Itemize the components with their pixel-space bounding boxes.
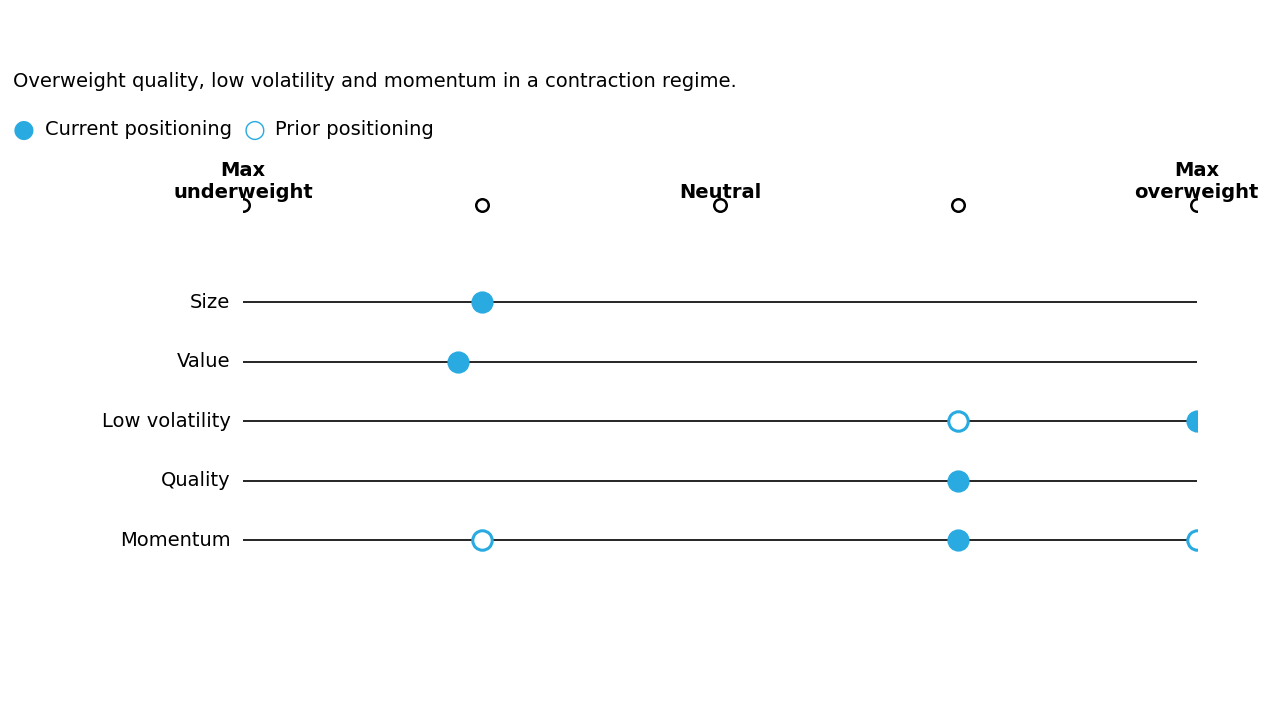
Text: Momentum: Momentum [120,531,230,549]
Text: Neutral: Neutral [678,183,762,202]
Text: Value: Value [177,352,230,372]
Text: Low volatility: Low volatility [101,412,230,431]
Text: Size: Size [191,293,230,312]
Text: Max
overweight: Max overweight [1134,161,1260,202]
Text: Current positioning: Current positioning [45,120,232,139]
Text: Quality: Quality [161,471,230,490]
Text: Overweight quality, low volatility and momentum in a contraction regime.: Overweight quality, low volatility and m… [13,72,736,91]
Text: ●: ● [13,117,35,142]
Text: Prior positioning: Prior positioning [275,120,434,139]
Text: Max
underweight: Max underweight [173,161,314,202]
Text: ○: ○ [243,117,265,142]
